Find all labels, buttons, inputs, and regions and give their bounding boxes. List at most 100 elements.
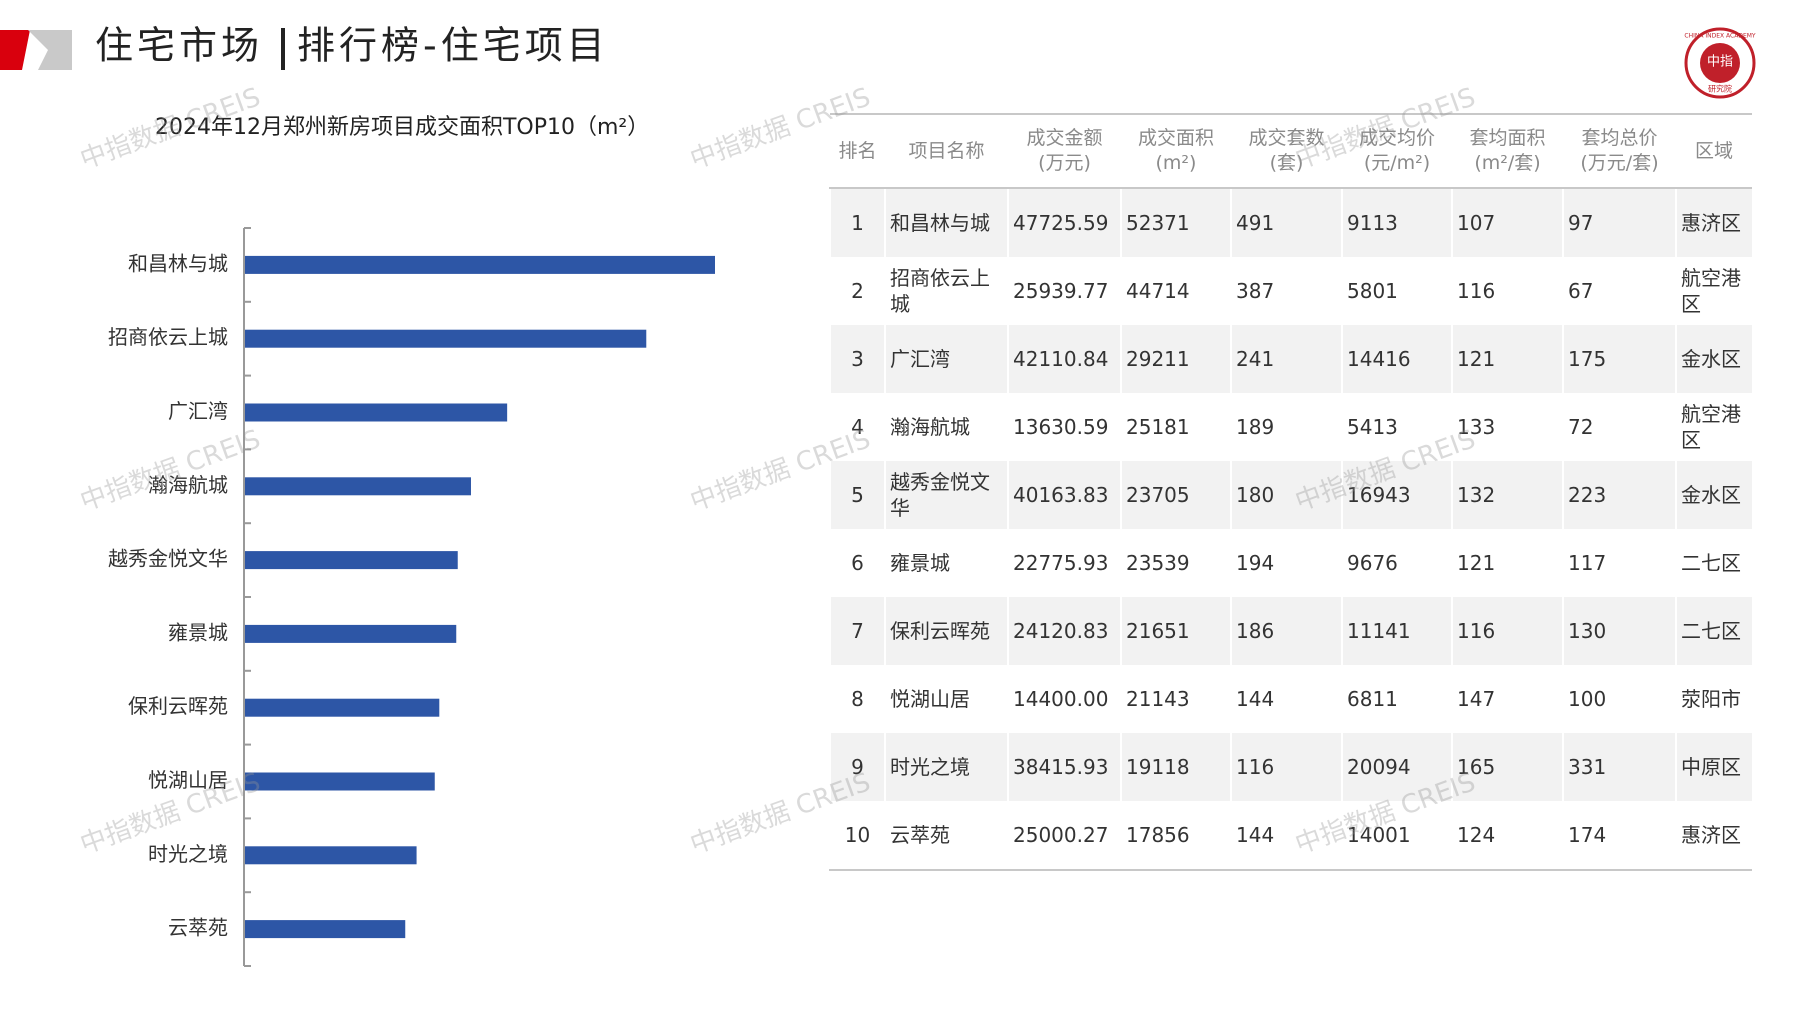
table-cell: 189 bbox=[1230, 393, 1342, 461]
table-cell: 5801 bbox=[1341, 257, 1452, 325]
table-cell: 491 bbox=[1230, 188, 1342, 257]
table-cell: 47725.59 bbox=[1007, 188, 1121, 257]
bar bbox=[245, 698, 440, 717]
column-header: 成交套数 (套) bbox=[1231, 113, 1342, 189]
table-cell: 42110.84 bbox=[1007, 325, 1121, 393]
column-header: 项目名称 bbox=[885, 113, 1008, 189]
table-cell: 44714 bbox=[1120, 257, 1231, 325]
table-row: 3 广汇湾 42110.84 29211 241 14416 121 175 金水区 bbox=[829, 325, 1752, 393]
table-cell: 航空港区 bbox=[1675, 257, 1752, 325]
table-cell: 116 bbox=[1230, 733, 1342, 801]
table-cell: 金水区 bbox=[1675, 325, 1752, 393]
table-cell: 165 bbox=[1451, 733, 1563, 801]
table-cell: 19118 bbox=[1120, 733, 1231, 801]
table-cell: 14416 bbox=[1341, 325, 1452, 393]
header-deco bbox=[28, 30, 72, 70]
category-label: 广汇湾 bbox=[168, 399, 228, 423]
table-cell: 航空港区 bbox=[1675, 393, 1752, 461]
table-cell: 中原区 bbox=[1675, 733, 1752, 801]
table-cell: 130 bbox=[1562, 597, 1676, 665]
bar bbox=[245, 772, 435, 791]
category-label: 和昌林与城 bbox=[128, 251, 228, 275]
bar bbox=[245, 920, 406, 939]
table-cell: 招商依云上城 bbox=[884, 257, 1008, 325]
column-header: 套均面积 (m²/套) bbox=[1452, 113, 1563, 189]
table-cell: 二七区 bbox=[1675, 529, 1752, 597]
table-cell: 5 bbox=[829, 461, 885, 529]
bar bbox=[245, 624, 457, 643]
logo bbox=[1700, 43, 1740, 83]
table-cell: 223 bbox=[1562, 461, 1676, 529]
table-row: 1 和昌林与城 47725.59 52371 491 9113 107 97 惠济区 bbox=[829, 188, 1752, 257]
table-cell: 惠济区 bbox=[1675, 801, 1752, 871]
table-cell: 金水区 bbox=[1675, 461, 1752, 529]
table-cell: 132 bbox=[1451, 461, 1563, 529]
table-cell: 25181 bbox=[1120, 393, 1231, 461]
table-cell: 8 bbox=[829, 665, 885, 733]
table-cell: 97 bbox=[1562, 188, 1676, 257]
table-cell: 186 bbox=[1230, 597, 1342, 665]
table-cell: 6811 bbox=[1341, 665, 1452, 733]
category-label: 越秀金悦文华 bbox=[108, 547, 228, 571]
table-cell: 22775.93 bbox=[1007, 529, 1121, 597]
table-row: 4 瀚海航城 13630.59 25181 189 5413 133 72 航空港区 bbox=[829, 393, 1752, 461]
table-cell: 116 bbox=[1451, 597, 1563, 665]
table-cell: 40163.83 bbox=[1007, 461, 1121, 529]
table-cell: 107 bbox=[1451, 188, 1563, 257]
table-cell: 13630.59 bbox=[1007, 393, 1121, 461]
ranking-table: 排名 项目名称 成交金额 (万元) 成交面积 (m²) 成交套数 (套) 成交均价 (元/… bbox=[829, 113, 1752, 871]
table-cell: 14400.00 bbox=[1007, 665, 1121, 733]
logo-center: 中指 bbox=[1707, 55, 1733, 70]
table-cell: 10 bbox=[829, 801, 885, 871]
table-cell: 116 bbox=[1451, 257, 1563, 325]
bar bbox=[245, 551, 458, 570]
table-cell: 17856 bbox=[1120, 801, 1231, 871]
logo-ring: CHINA INDEX ACADEMY bbox=[1684, 33, 1756, 40]
table-cell: 越秀金悦文华 bbox=[884, 461, 1008, 529]
table-cell: 23705 bbox=[1120, 461, 1231, 529]
table-cell: 24120.83 bbox=[1007, 597, 1121, 665]
header-deco bbox=[0, 30, 30, 70]
table-cell: 1 bbox=[829, 188, 885, 257]
category-label: 瀚海航城 bbox=[148, 473, 228, 497]
table-cell: 100 bbox=[1562, 665, 1676, 733]
table-row: 2 招商依云上城 25939.77 44714 387 5801 116 67 航空港区 bbox=[829, 257, 1752, 325]
table-cell: 云萃苑 bbox=[884, 801, 1008, 871]
table-cell: 9676 bbox=[1341, 529, 1452, 597]
table-cell: 25939.77 bbox=[1007, 257, 1121, 325]
table-cell: 175 bbox=[1562, 325, 1676, 393]
table-cell: 7 bbox=[829, 597, 885, 665]
table-cell: 9 bbox=[829, 733, 885, 801]
table-cell: 21143 bbox=[1120, 665, 1231, 733]
table-cell: 20094 bbox=[1341, 733, 1452, 801]
table-cell: 瀚海航城 bbox=[884, 393, 1008, 461]
table-row: 9 时光之境 38415.93 19118 116 20094 165 331 中原区 bbox=[829, 733, 1752, 801]
bar bbox=[245, 477, 471, 496]
header-title: 排行榜-住宅项目 bbox=[297, 24, 609, 68]
table-row: 7 保利云晖苑 24120.83 21651 186 11141 116 130 二七区 bbox=[829, 597, 1752, 665]
bar bbox=[245, 846, 417, 865]
table-cell: 180 bbox=[1230, 461, 1342, 529]
table-row: 5 越秀金悦文华 40163.83 23705 180 16943 132 223 金水区 bbox=[829, 461, 1752, 529]
category-label: 云萃苑 bbox=[168, 916, 228, 940]
table-cell: 6 bbox=[829, 529, 885, 597]
table-cell: 331 bbox=[1562, 733, 1676, 801]
table-row: 6 雍景城 22775.93 23539 194 9676 121 117 二七区 bbox=[829, 529, 1752, 597]
table-cell: 121 bbox=[1451, 325, 1563, 393]
table-cell: 21651 bbox=[1120, 597, 1231, 665]
table-cell: 67 bbox=[1562, 257, 1676, 325]
table-row: 10 云萃苑 25000.27 17856 144 14001 124 174 惠济区 bbox=[829, 801, 1752, 871]
table-cell: 3 bbox=[829, 325, 885, 393]
column-header: 套均总价 (万元/套) bbox=[1563, 113, 1676, 189]
table-cell: 9113 bbox=[1341, 188, 1452, 257]
table-cell: 133 bbox=[1451, 393, 1563, 461]
logo bbox=[1684, 27, 1756, 99]
table-cell: 4 bbox=[829, 393, 885, 461]
table-cell: 惠济区 bbox=[1675, 188, 1752, 257]
column-header: 排名 bbox=[830, 113, 885, 189]
column-header: 成交金额 (万元) bbox=[1008, 113, 1121, 189]
chart: 和昌林与城招商依云上城广汇湾瀚海航城越秀金悦文华雍景城保利云晖苑悦湖山居时光之境… bbox=[108, 227, 715, 967]
column-header: 成交均价 (元/m²) bbox=[1342, 113, 1452, 189]
table-cell: 72 bbox=[1562, 393, 1676, 461]
